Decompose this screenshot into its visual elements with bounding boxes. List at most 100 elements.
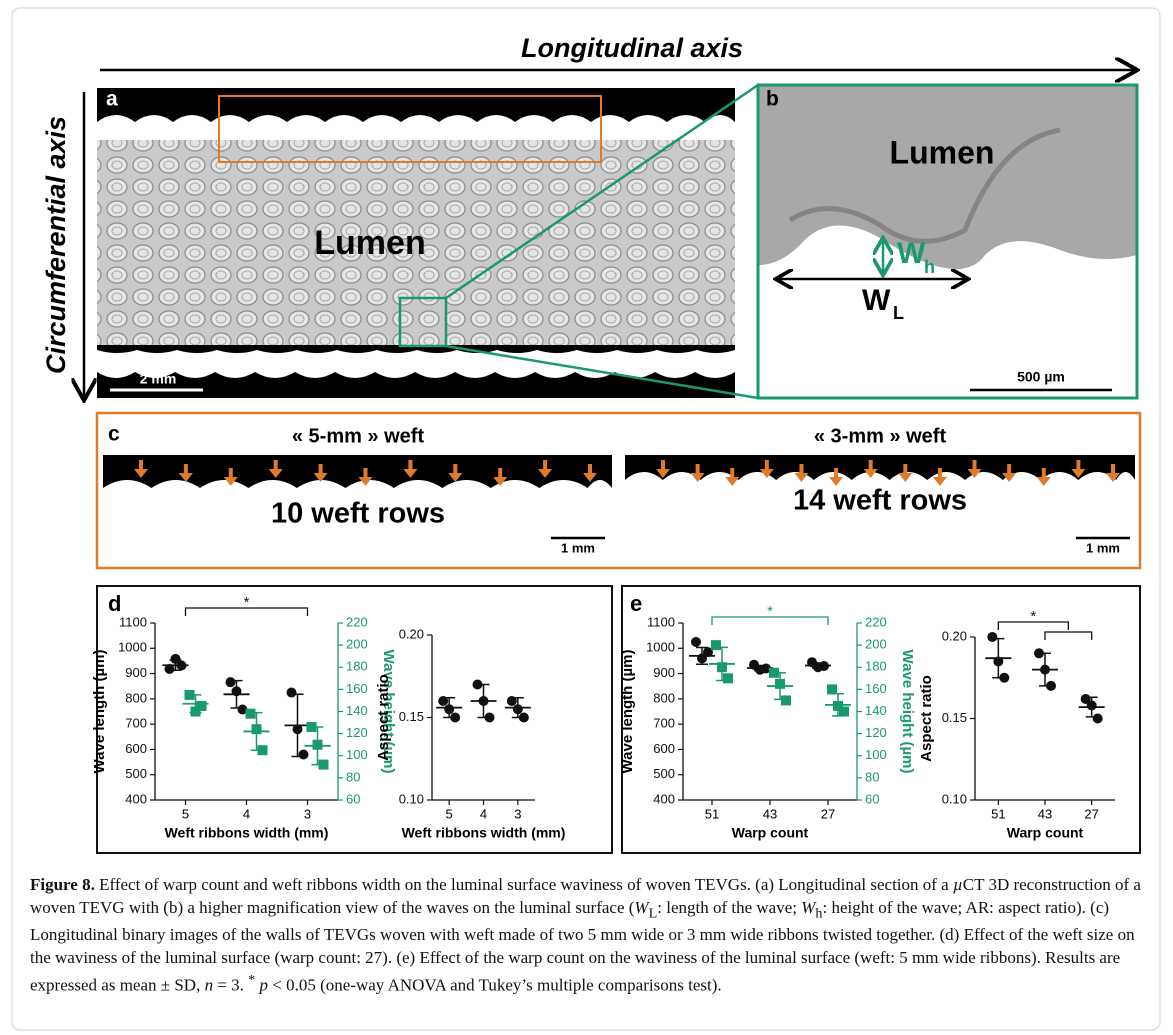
- axis-title: Circumferential axis: [41, 116, 71, 374]
- caption-text: L: [649, 905, 658, 921]
- charts: 4005006007008009001000110060801001201401…: [91, 594, 1115, 841]
- data-point: [711, 640, 721, 650]
- data-point: [987, 632, 997, 642]
- panel-label: b: [766, 88, 779, 111]
- title: « 3-mm » weft: [814, 425, 947, 447]
- x-tick-label: 5: [182, 806, 189, 821]
- page: Longitudinal axis Circumferential axis a…: [0, 0, 1173, 1035]
- tick-label: 0.15: [399, 709, 424, 724]
- caption-text: Effect of warp count and weft ribbons wi…: [95, 875, 953, 894]
- axis-title: Longitudinal axis: [521, 33, 743, 63]
- tick-label: 180: [865, 659, 887, 674]
- x-label: Warp count: [1007, 825, 1084, 841]
- tick-label: 180: [346, 659, 368, 674]
- tick-label: 900: [125, 665, 147, 680]
- image-text: Lumen: [890, 134, 995, 170]
- significance-mark: *: [244, 594, 250, 611]
- dim-text: h: [924, 257, 935, 277]
- x-label: Weft ribbons width (mm): [165, 825, 329, 841]
- x-tick-label: 27: [1084, 806, 1098, 821]
- image-text: 10 weft rows: [271, 498, 445, 530]
- tick-label: 0.15: [942, 710, 967, 725]
- tick-label: 160: [865, 681, 887, 696]
- tick-label: 120: [865, 725, 887, 740]
- caption-text: n: [205, 976, 214, 995]
- tick-label: 140: [865, 703, 887, 718]
- data-point: [827, 684, 837, 694]
- scale-text: 1 mm: [561, 540, 595, 555]
- dim-text: W: [862, 284, 891, 317]
- tick-label: 100: [865, 747, 887, 762]
- tick-label: 220: [865, 614, 887, 629]
- x-tick-label: 51: [991, 806, 1005, 821]
- dim-text: L: [893, 303, 904, 323]
- tick-label: 1100: [119, 614, 147, 629]
- significance-mark: *: [1030, 608, 1036, 625]
- x-tick-label: 43: [763, 806, 777, 821]
- tick-label: 120: [346, 725, 368, 740]
- y2-label: Wave height (µm): [899, 650, 916, 774]
- x-tick-label: 3: [514, 806, 521, 821]
- caption-text: µ: [953, 875, 963, 894]
- tick-label: 800: [125, 690, 147, 705]
- caption-text: : length of the wave;: [657, 898, 801, 917]
- tick-label: 100: [346, 747, 368, 762]
- tick-label: 200: [346, 637, 368, 652]
- caption-text: h: [815, 905, 822, 921]
- caption-text: W: [801, 898, 815, 917]
- caption-label: Figure 8.: [30, 875, 95, 894]
- y-label: Aspect ratio: [375, 674, 392, 761]
- tick-label: 80: [346, 769, 360, 784]
- x-tick-label: 51: [705, 806, 719, 821]
- data-point: [1093, 714, 1103, 724]
- x-label: Warp count: [732, 825, 809, 841]
- data-point: [839, 707, 849, 717]
- caption-text: < 0.05 (one-way ANOVA and Tukey’s multip…: [268, 976, 722, 995]
- significance-bracket: [1045, 632, 1092, 640]
- panel-c: c« 5-mm » weft10 weft rows1 mm« 3-mm » w…: [97, 413, 1140, 568]
- x-label: Weft ribbons width (mm): [402, 825, 566, 841]
- tick-label: 600: [125, 741, 147, 756]
- data-point: [299, 749, 309, 759]
- tick-label: 160: [346, 681, 368, 696]
- tick-label: 500: [125, 766, 147, 781]
- y-label: Wave length (µm): [91, 650, 108, 774]
- tick-label: 140: [346, 703, 368, 718]
- data-point: [781, 695, 791, 705]
- panel-label: d: [108, 591, 121, 616]
- tick-label: 400: [125, 791, 147, 806]
- tick-label: 1000: [646, 640, 675, 655]
- title: « 5-mm » weft: [292, 425, 425, 447]
- tick-label: 220: [346, 614, 368, 629]
- data-point: [197, 701, 207, 711]
- data-point: [246, 709, 256, 719]
- panel-label: e: [630, 591, 642, 616]
- tick-label: 900: [653, 665, 675, 680]
- tick-label: 60: [346, 791, 360, 806]
- tick-label: 600: [653, 741, 675, 756]
- x-tick-label: 4: [480, 806, 487, 821]
- data-point: [723, 673, 733, 683]
- scale-text: 500 µm: [1017, 369, 1065, 385]
- x-tick-label: 4: [243, 806, 250, 821]
- tick-label: 500: [653, 766, 675, 781]
- tick-label: 0.10: [942, 791, 967, 806]
- y-label: Aspect ratio: [918, 675, 935, 762]
- data-point: [226, 677, 236, 687]
- significance-mark: *: [767, 603, 773, 620]
- caption-text: p: [260, 976, 269, 995]
- data-point: [691, 637, 701, 647]
- panel-label: a: [106, 88, 118, 111]
- caption-text: W: [634, 898, 648, 917]
- tick-label: 0.20: [942, 628, 967, 643]
- dim-text: W: [897, 237, 926, 270]
- x-tick-label: 43: [1038, 806, 1052, 821]
- image-text: Lumen: [314, 224, 425, 262]
- image-text: 14 weft rows: [793, 485, 967, 517]
- caption-text: = 3.: [213, 976, 248, 995]
- y-label: Wave length (µm): [619, 650, 636, 774]
- scale-text: 1 mm: [1086, 540, 1120, 555]
- tick-label: 80: [865, 769, 879, 784]
- tick-label: 1100: [647, 614, 675, 629]
